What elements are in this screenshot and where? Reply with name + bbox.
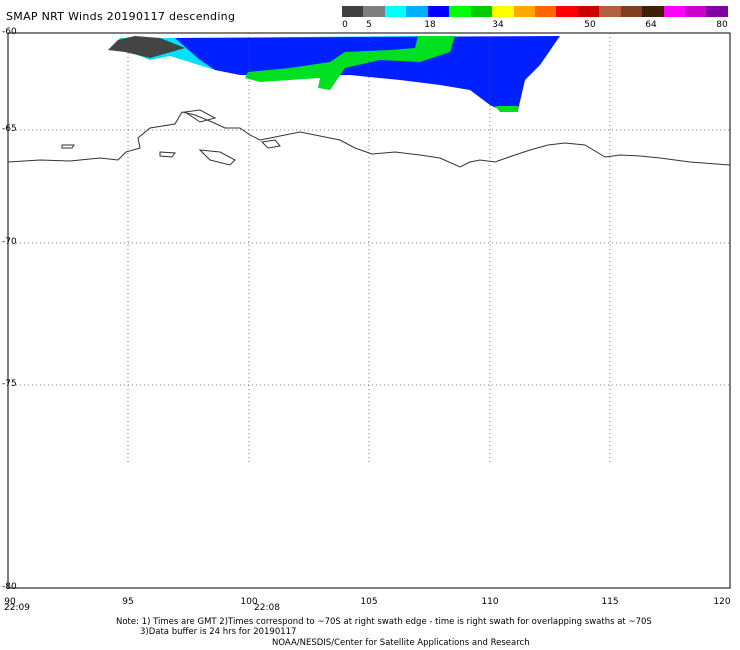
map-frame <box>7 32 731 589</box>
colorbar-segment <box>577 6 600 17</box>
longitude-tick-label: 105 <box>360 597 378 607</box>
swath-gray <box>108 36 185 58</box>
colorbar-label: 18 <box>424 20 436 30</box>
colorbar-label: 50 <box>584 20 596 30</box>
wind-speed-colorbar <box>342 6 728 17</box>
colorbar-segment <box>427 6 450 17</box>
colorbar-segment <box>363 6 385 17</box>
swath-time-2: 22:08 <box>254 603 280 613</box>
colorbar-segment <box>706 6 728 17</box>
note-line-2: 3)Data buffer is 24 hrs for 20190117 <box>140 627 297 637</box>
swath-green-1 <box>245 36 455 90</box>
latitude-tick-label: -75 <box>2 379 17 389</box>
colorbar-label: 64 <box>645 20 657 30</box>
map-title: SMAP NRT Winds 20190117 descending <box>6 10 236 23</box>
colorbar-segment <box>599 6 621 17</box>
longitude-tick-label: 90 <box>4 597 16 607</box>
note-line-1: Note: 1) Times are GMT 2)Times correspon… <box>116 617 652 627</box>
colorbar-segment <box>620 6 643 17</box>
swath-green-2 <box>495 106 518 112</box>
latitude-tick-label: -70 <box>2 237 17 247</box>
colorbar-segment <box>685 6 707 17</box>
colorbar-segment <box>556 6 578 17</box>
longitude-tick-label: 95 <box>122 597 134 607</box>
colorbar-label: 5 <box>366 20 372 30</box>
colorbar-segment <box>449 6 471 17</box>
latitude-tick-label: -60 <box>2 27 17 37</box>
credit-line: NOAA/NESDIS/Center for Satellite Applica… <box>272 638 530 648</box>
coastline <box>7 109 731 168</box>
colorbar-label: 0 <box>342 20 348 30</box>
colorbar-segment <box>406 6 428 17</box>
swath-time-1: 22:09 <box>4 603 30 613</box>
colorbar-segment <box>534 6 557 17</box>
colorbar-label: 34 <box>492 20 504 30</box>
graticule <box>8 33 730 465</box>
longitude-tick-label: 120 <box>713 597 731 607</box>
colorbar-segment <box>663 6 685 17</box>
colorbar-segment <box>470 6 493 17</box>
colorbar-segment <box>384 6 407 17</box>
longitude-tick-label: 115 <box>601 597 619 607</box>
latitude-tick-label: -65 <box>2 124 17 134</box>
swath-blue <box>175 36 560 112</box>
latitude-tick-label: -80 <box>2 582 17 592</box>
colorbar-segment <box>492 6 514 17</box>
longitude-tick-label: 100 <box>240 597 258 607</box>
colorbar-segment <box>642 6 664 17</box>
colorbar-segment <box>513 6 535 17</box>
colorbar-segment <box>342 6 364 17</box>
longitude-tick-label: 110 <box>481 597 499 607</box>
colorbar-label: 80 <box>716 20 728 30</box>
